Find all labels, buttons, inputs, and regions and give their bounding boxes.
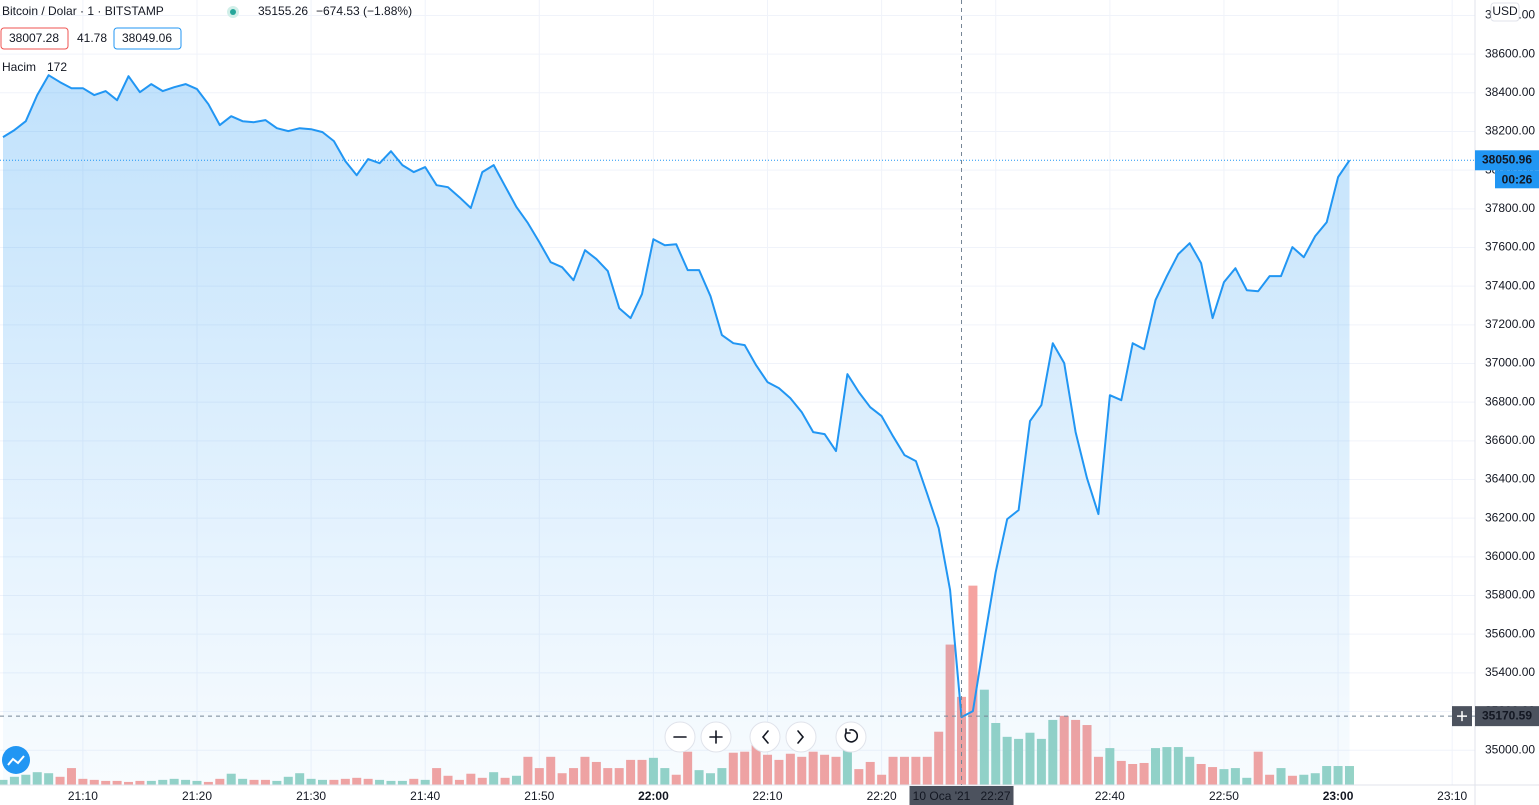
y-tick-label: 38200.00 <box>1485 124 1535 138</box>
volume-value: 172 <box>47 60 67 74</box>
plot <box>2 74 1351 785</box>
currency-box <box>1490 2 1520 22</box>
y-tick-label: 37800.00 <box>1485 201 1535 215</box>
nav-button[interactable] <box>785 721 817 753</box>
x-tick-label: 22:10 <box>753 789 783 803</box>
crosshair-time: 22:27 <box>980 789 1010 803</box>
change-value: −674.53 (−1.88%) <box>316 4 412 18</box>
nav-icon <box>761 730 769 744</box>
y-tick-label: 38600.00 <box>1485 46 1535 60</box>
x-tick-label: 21:10 <box>68 789 98 803</box>
last-price-box <box>1475 150 1539 171</box>
crosshair-time-box <box>909 786 1014 805</box>
mid-value: 41.78 <box>77 31 107 45</box>
y-tick-label: 35600.00 <box>1485 626 1535 640</box>
y-tick-label: 37000.00 <box>1485 356 1535 370</box>
price-line <box>2 74 1351 719</box>
crosshair-price: 35170.59 <box>1482 708 1532 722</box>
price-area <box>3 75 1350 785</box>
nav-icon <box>709 730 723 744</box>
x-tick-label: 22:00 <box>638 789 669 803</box>
y-tick-label: 36000.00 <box>1485 549 1535 563</box>
countdown-label: 00:26 <box>1502 172 1533 186</box>
x-tick-label: 21:50 <box>524 789 554 803</box>
nav-icon <box>844 728 859 743</box>
y-tick-label: 37200.00 <box>1485 317 1535 331</box>
open-value: 38007.28 <box>9 31 59 45</box>
y-tick-label: 36800.00 <box>1485 394 1535 408</box>
crosshair-date: 10 Oca '21 <box>913 789 971 803</box>
x-tick-label: 23:10 <box>1437 789 1467 803</box>
x-tick-label: 21:30 <box>296 789 326 803</box>
market-status-dot-inner <box>230 9 236 15</box>
volume-bar <box>968 585 978 785</box>
y-tick-label: 35400.00 <box>1485 665 1535 679</box>
nav-icon <box>797 730 805 744</box>
close-box <box>113 27 182 50</box>
plus-icon <box>1457 711 1467 722</box>
y-tick-label: 36600.00 <box>1485 433 1535 447</box>
symbol-title: Bitcoin / Dolar · 1 · BITSTAMP <box>2 4 164 18</box>
close-value: 38049.06 <box>122 31 172 45</box>
logo-icon <box>7 755 25 766</box>
volume-name: Hacim <box>2 60 36 74</box>
logo-bg <box>2 746 30 774</box>
y-tick-label: 35800.00 <box>1485 588 1535 602</box>
countdown-box <box>1495 170 1539 189</box>
last-price-label: 38050.96 <box>1482 152 1532 166</box>
crosshair-price-box <box>1475 706 1539 727</box>
y-tick-label: 36200.00 <box>1485 510 1535 524</box>
last-value: 35155.26 <box>258 4 308 18</box>
y-tick-label: 37400.00 <box>1485 278 1535 292</box>
nav-button[interactable] <box>835 721 867 753</box>
y-tick-label: 37600.00 <box>1485 240 1535 254</box>
y-tick-label: 38400.00 <box>1485 85 1535 99</box>
x-tick-label: 21:20 <box>182 789 212 803</box>
x-tick-label: 21:40 <box>410 789 440 803</box>
y-tick-label: 35000.00 <box>1485 742 1535 756</box>
x-tick-label: 23:00 <box>1323 789 1354 803</box>
x-tick-label: 22:40 <box>1095 789 1125 803</box>
open-box <box>0 27 69 50</box>
currency-label: USD <box>1492 4 1518 18</box>
x-tick-label: 22:50 <box>1209 789 1239 803</box>
nav-button[interactable] <box>749 721 781 753</box>
y-tick-label: 36400.00 <box>1485 472 1535 486</box>
x-tick-label: 22:20 <box>867 789 897 803</box>
